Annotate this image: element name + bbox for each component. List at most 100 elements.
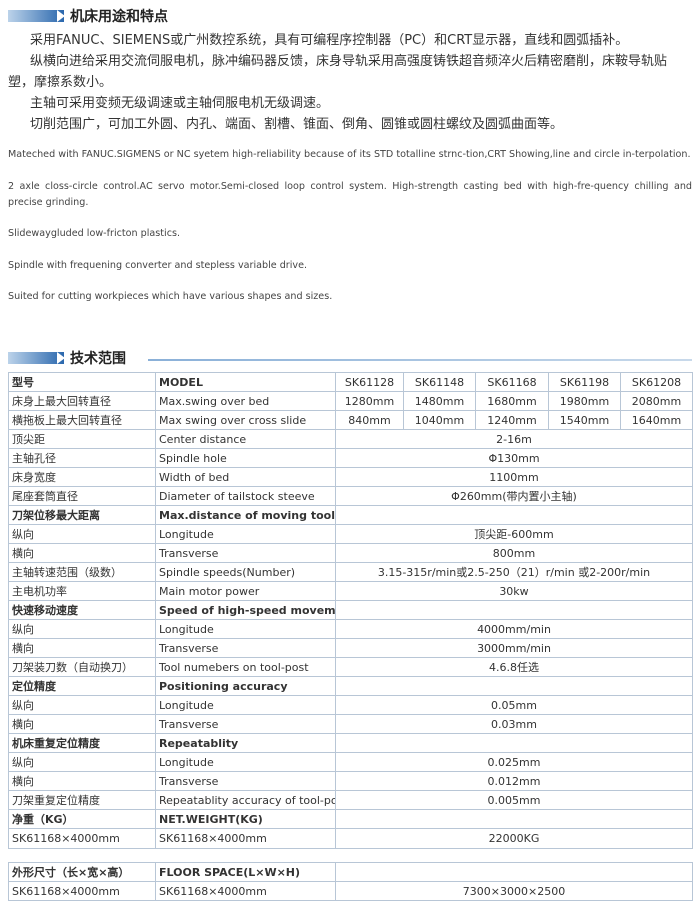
table-cell: Center distance — [155, 429, 336, 449]
paragraph: 2 axle closs-circle control.AC servo mot… — [8, 180, 692, 208]
table-cell — [335, 809, 693, 829]
table-cell: 0.012mm — [335, 771, 693, 791]
paragraph: 纵横向进给采用交流伺服电机，脉冲编码器反馈，床身导轨采用高强度铸铁超音频淬火后精… — [8, 54, 668, 90]
table-cell: 1540mm — [548, 410, 621, 430]
table-row: 刀架重复定位精度 Repeatablity accuracy of tool-po… — [8, 790, 693, 810]
table-row: 床身上最大回转直径 Max.swing over bed 1280mm 1480mm 1… — [8, 391, 693, 411]
paragraph: Suited for cutting workpieces which have… — [8, 291, 333, 302]
table-cell: 纵向 — [8, 752, 156, 772]
table-cell: 横向 — [8, 543, 156, 563]
table-cell: 外形尺寸（长×宽×高） — [8, 862, 156, 882]
table-cell: 1480mm — [403, 391, 476, 411]
table-cell: 横向 — [8, 638, 156, 658]
table-row: 横向 Transverse 0.012mm — [8, 771, 693, 791]
table-row: 主轴孔径 Spindle hole Φ130mm — [8, 448, 693, 468]
table-row: 横向 Transverse 0.03mm — [8, 714, 693, 734]
english-text: Mateched with FANUC.SIGMENS or NC syetem… — [8, 147, 692, 321]
table-cell: 30kw — [335, 581, 693, 601]
table-cell: Φ130mm — [335, 448, 693, 468]
table-row: 床身宽度 Width of bed 1100mm — [8, 467, 693, 487]
paragraph: Slidewaygluded low-fricton plastics. — [8, 228, 181, 239]
chinese-text: 采用FANUC、SIEMENS或广州数控系统，具有可编程序控制器（PC）和CRT… — [8, 30, 692, 135]
table-cell: MODEL — [155, 372, 336, 392]
header-line — [148, 359, 692, 361]
table-cell: 横向 — [8, 771, 156, 791]
table-row: 主轴转速范围（级数） Spindle speeds(Number) 3.15-315… — [8, 562, 693, 582]
table-cell: 主电机功率 — [8, 581, 156, 601]
table-cell: Longitude — [155, 695, 336, 715]
paragraph: 主轴可采用变频无级调速或主轴伺服电机无级调速。 — [30, 96, 330, 111]
table-cell: Max.distance of moving tool-post — [155, 505, 336, 525]
table-row: 型号 MODEL SK61128 SK61148 SK61168 SK61198 SK612… — [8, 372, 693, 392]
table-cell: 尾座套筒直径 — [8, 486, 156, 506]
table-cell: FLOOR SPACE(L×W×H) — [155, 862, 336, 882]
table-cell: 刀架重复定位精度 — [8, 790, 156, 810]
table-cell: 横向 — [8, 714, 156, 734]
table-cell: Transverse — [155, 638, 336, 658]
table-cell: 快速移动速度 — [8, 600, 156, 620]
section-title: 技术范围 — [70, 351, 126, 367]
table-cell: 顶尖距-600mm — [335, 524, 693, 544]
table-cell: 4.6.8任选 — [335, 657, 693, 677]
table-row: 横拖板上最大回转直径 Max swing over cross slide 840m… — [8, 410, 693, 430]
table-row: 顶尖距 Center distance 2-16m — [8, 429, 693, 449]
table-cell: Width of bed — [155, 467, 336, 487]
table-cell: 刀架装刀数（自动换刀） — [8, 657, 156, 677]
table-cell: 0.005mm — [335, 790, 693, 810]
table-cell: 1100mm — [335, 467, 693, 487]
table-row: 纵向 Longitude 0.025mm — [8, 752, 693, 772]
table-cell: Max swing over cross slide — [155, 410, 336, 430]
table-row: SK61168×4000mm SK61168×4000mm 22000KG — [8, 828, 693, 849]
table-cell: SK61168×4000mm — [155, 881, 336, 901]
table-cell — [334, 862, 694, 882]
table-cell: Tool numebers on tool-post — [155, 657, 336, 677]
table-cell — [335, 733, 693, 753]
table-cell: 定位精度 — [8, 676, 156, 696]
table-cell: 22000KG — [335, 828, 693, 849]
paragraph: 采用FANUC、SIEMENS或广州数控系统，具有可编程序控制器（PC）和CRT… — [30, 33, 629, 48]
paragraph: Mateched with FANUC.SIGMENS or NC syetem… — [8, 149, 691, 160]
table-cell: 1640mm — [620, 410, 693, 430]
table-cell: Transverse — [155, 771, 336, 791]
table-cell: SK61148 — [403, 372, 476, 392]
table-cell: SK61168×4000mm — [8, 828, 156, 849]
table-cell: SK61168×4000mm — [8, 881, 156, 901]
section-header: 技术范围 — [8, 350, 692, 367]
table-cell: 2080mm — [620, 391, 693, 411]
table-row: 主电机功率 Main motor power 30kw — [8, 581, 693, 601]
table-cell: 2-16m — [335, 429, 693, 449]
spec-table: 型号 MODEL SK61128 SK61148 SK61168 SK61198 SK612… — [8, 372, 693, 849]
table-cell: 7300×3000×2500 — [334, 881, 694, 901]
table-cell: 床身上最大回转直径 — [8, 391, 156, 411]
table-cell: SK61128 — [335, 372, 404, 392]
table-cell: 床身宽度 — [8, 467, 156, 487]
table-cell: 机床重复定位精度 — [8, 733, 156, 753]
table-cell: Spindle speeds(Number) — [155, 562, 336, 582]
table-cell — [335, 676, 693, 696]
table-row: 纵向 Longitude 4000mm/min — [8, 619, 693, 639]
table-cell: Longitude — [155, 524, 336, 544]
table-cell: 主轴孔径 — [8, 448, 156, 468]
table-cell — [335, 505, 693, 525]
table-cell: Transverse — [155, 543, 336, 563]
table-row: 横向 Transverse 3000mm/min — [8, 638, 693, 658]
table-row: 横向 Transverse 800mm — [8, 543, 693, 563]
table-cell: 横拖板上最大回转直径 — [8, 410, 156, 430]
table-row: SK61168×4000mm SK61168×4000mm 7300×3000×25… — [8, 881, 694, 901]
table-row: 尾座套筒直径 Diameter of tailstock steeve Φ260mm… — [8, 486, 693, 506]
table-cell: 840mm — [335, 410, 404, 430]
table-cell: Φ260mm(带内置小主轴) — [335, 486, 693, 506]
table-row: 定位精度 Positioning accuracy — [8, 676, 693, 696]
table-cell: 0.03mm — [335, 714, 693, 734]
table-cell: SK61198 — [548, 372, 621, 392]
table-cell: Max.swing over bed — [155, 391, 336, 411]
table-cell: 800mm — [335, 543, 693, 563]
table-cell: Spindle hole — [155, 448, 336, 468]
table-cell: Positioning accuracy — [155, 676, 336, 696]
header-bar — [8, 10, 65, 22]
table-cell: 顶尖距 — [8, 429, 156, 449]
table-cell: 刀架位移最大距离 — [8, 505, 156, 525]
